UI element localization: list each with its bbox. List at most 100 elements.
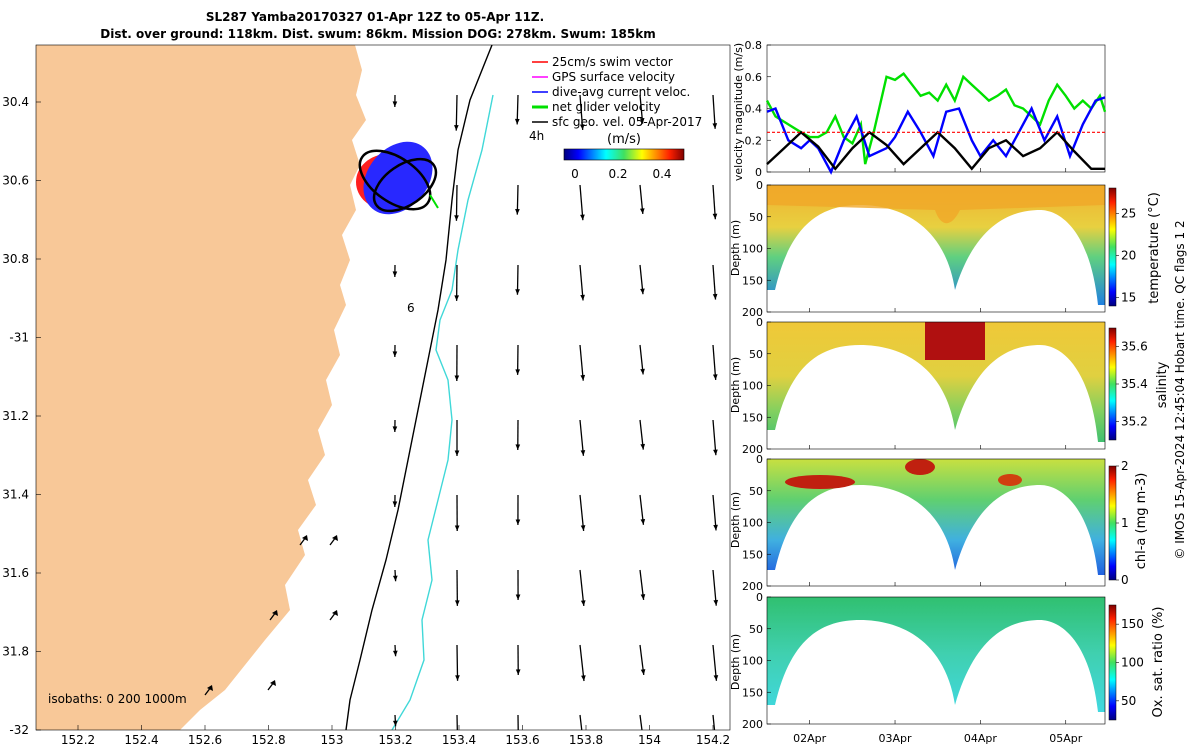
oxygen-cbar-label: Ox. sat. ratio (%) bbox=[1151, 607, 1166, 718]
map-x-tick-label: 154 bbox=[638, 733, 661, 747]
speed-colorbar-bar bbox=[563, 148, 685, 161]
depth-tick-label: 200 bbox=[742, 718, 763, 731]
oxygen-y-ticks: 0 50 100 150 200 bbox=[742, 591, 771, 731]
cbar-tick-label: 50 bbox=[1121, 694, 1136, 708]
chla-max-left bbox=[785, 475, 855, 489]
map-x-tick-label: 152.4 bbox=[124, 733, 158, 747]
chla-y-ticks: 0 50 100 150 200 bbox=[742, 453, 771, 593]
glider-track bbox=[356, 141, 439, 215]
depth-tick-label: 0 bbox=[756, 591, 763, 604]
map-x-tick-label: 152.2 bbox=[61, 733, 95, 747]
geo-velocity-arrow bbox=[579, 264, 585, 301]
geo-velocity-arrow bbox=[579, 644, 586, 682]
geo-velocity-arrow bbox=[454, 94, 459, 131]
cbar-tick-label: 1 bbox=[1121, 516, 1129, 530]
geo-velocity-arrow bbox=[514, 94, 520, 125]
legend-item-gps: GPS surface velocity bbox=[532, 70, 675, 84]
geo-velocity-arrow bbox=[455, 644, 460, 681]
geo-velocity-arrow bbox=[454, 344, 460, 381]
geo-velocity-arrow bbox=[712, 644, 719, 681]
velocity-y-tick-label: 0.4 bbox=[745, 103, 763, 116]
date-tick-label: 02Apr bbox=[793, 732, 827, 745]
geo-velocity-arrow bbox=[579, 419, 586, 456]
cbar-tick-label: 15 bbox=[1121, 291, 1136, 305]
velocity-y-tick-label: 0.2 bbox=[745, 134, 763, 147]
geo-velocity-arrow bbox=[392, 264, 398, 277]
depth-tick-label: 150 bbox=[742, 548, 763, 561]
temperature-y-ticks: 0 50 100 150 200 bbox=[742, 179, 771, 319]
geo-velocity-arrow bbox=[579, 569, 586, 607]
legend-label-swim: 25cm/s swim vector bbox=[552, 55, 673, 69]
salinity-colorbar bbox=[1108, 327, 1117, 441]
map-y-tick-label: 31.2 bbox=[2, 409, 29, 423]
geo-velocity-arrow bbox=[454, 184, 459, 221]
oxygen-section-fill bbox=[767, 597, 1105, 712]
map-y-tick-label: 30.4 bbox=[2, 95, 29, 109]
legend-label-geo: sfc geo. vel. 05-Apr-2017 bbox=[552, 115, 702, 129]
green-vector bbox=[429, 194, 439, 209]
geo-velocity-arrow bbox=[639, 419, 646, 450]
geo-velocity-arrow bbox=[515, 419, 521, 450]
geo-velocity-arrow bbox=[515, 184, 520, 215]
geo-velocity-arrow bbox=[515, 344, 521, 375]
chla-cbar-label: chl-a (mg m-3) bbox=[1134, 473, 1149, 570]
legend-label-dive: dive-avg current veloc. bbox=[552, 85, 690, 99]
map-y-ticks: 30.4 30.6 30.8 -31 31.2 31.4 31.6 31.8 -32 bbox=[2, 95, 41, 737]
map-x-ticks: 152.2 152.4 152.6 152.8 153 153.2 153.4 153.6 15… bbox=[61, 725, 730, 747]
cbar-tick-label: 35.4 bbox=[1121, 377, 1148, 391]
chla-colorbar bbox=[1108, 465, 1117, 581]
depth-tick-label: 150 bbox=[742, 411, 763, 424]
cbar-tick-label: 0 bbox=[1121, 573, 1129, 587]
cbar-tick-label: 100 bbox=[1121, 656, 1144, 670]
geo-velocity-arrow bbox=[392, 714, 398, 727]
date-x-ticks: 02Apr 03Apr 04Apr 05Apr bbox=[793, 168, 1083, 745]
geo-velocity-arrow bbox=[712, 569, 719, 606]
speed-colorbar-tick-1: 0.2 bbox=[608, 167, 627, 181]
temperature-cbar-label: temperature (°C) bbox=[1147, 192, 1162, 304]
isobath-200m bbox=[345, 45, 493, 730]
depth-tick-label: 150 bbox=[742, 686, 763, 699]
velocity-panel: velocity magnitude (m/s) 0 0.2 0.4 0.6 0.8 bbox=[732, 39, 1107, 181]
velocity-series-net_glider bbox=[765, 71, 1107, 165]
depth-tick-label: 100 bbox=[742, 380, 763, 393]
speed-colorbar: (m/s) 0 0.2 0.4 bbox=[563, 132, 685, 181]
velocity-y-tick-label: 0.6 bbox=[745, 71, 763, 84]
cbar-tick-label: 20 bbox=[1121, 248, 1136, 262]
depth-tick-label: 200 bbox=[742, 306, 763, 319]
geo-velocity-arrow bbox=[579, 714, 583, 730]
geo-velocity-arrow bbox=[579, 344, 586, 381]
map-x-tick-label: 154.2 bbox=[696, 733, 730, 747]
velocity-y-ticks: 0 0.2 0.4 0.6 0.8 bbox=[745, 39, 771, 179]
annotation-4h: 4h bbox=[529, 129, 544, 143]
geo-velocity-arrow bbox=[454, 569, 460, 606]
salinity-cbar-ticks: 35.2 35.4 35.6 bbox=[1116, 340, 1148, 428]
oxygen-ylabel: Depth (m) bbox=[729, 634, 742, 690]
depth-tick-label: 0 bbox=[756, 179, 763, 192]
geo-velocity-arrow bbox=[579, 94, 585, 130]
isobaths-label: isobaths: 0 200 1000m bbox=[48, 692, 187, 706]
map-y-tick-label: 31.4 bbox=[2, 488, 29, 502]
geo-velocity-arrow bbox=[454, 420, 460, 456]
map-y-tick-label: -31 bbox=[9, 331, 29, 345]
velocity-series bbox=[765, 71, 1107, 175]
map-x-tick-label: 153.8 bbox=[569, 733, 603, 747]
temperature-warm-layer bbox=[767, 185, 1105, 224]
geo-velocity-arrow bbox=[712, 494, 718, 531]
oxygen-cbar-ticks: 50 100 150 bbox=[1116, 617, 1144, 708]
velocity-y-tick-label: 0.8 bbox=[745, 39, 763, 52]
cbar-tick-label: 25 bbox=[1121, 206, 1136, 220]
depth-tick-label: 100 bbox=[742, 517, 763, 530]
geo-velocity-arrow bbox=[392, 644, 398, 657]
depth-tick-label: 100 bbox=[742, 655, 763, 668]
depth-tick-label: 50 bbox=[749, 485, 763, 498]
map-y-tick-label: 31.6 bbox=[2, 566, 29, 580]
geo-velocity-arrow bbox=[712, 94, 718, 129]
geo-velocity-arrow bbox=[267, 680, 276, 691]
figure-title-line1: SL287 Yamba20170327 01-Apr 12Z to 05-Apr… bbox=[206, 10, 544, 24]
figure-title-line2: Dist. over ground: 118km. Dist. swum: 86… bbox=[100, 27, 656, 41]
geo-velocity-arrow bbox=[456, 714, 458, 730]
speed-colorbar-title: (m/s) bbox=[607, 132, 641, 147]
map-y-tick-label: 30.8 bbox=[2, 252, 29, 266]
